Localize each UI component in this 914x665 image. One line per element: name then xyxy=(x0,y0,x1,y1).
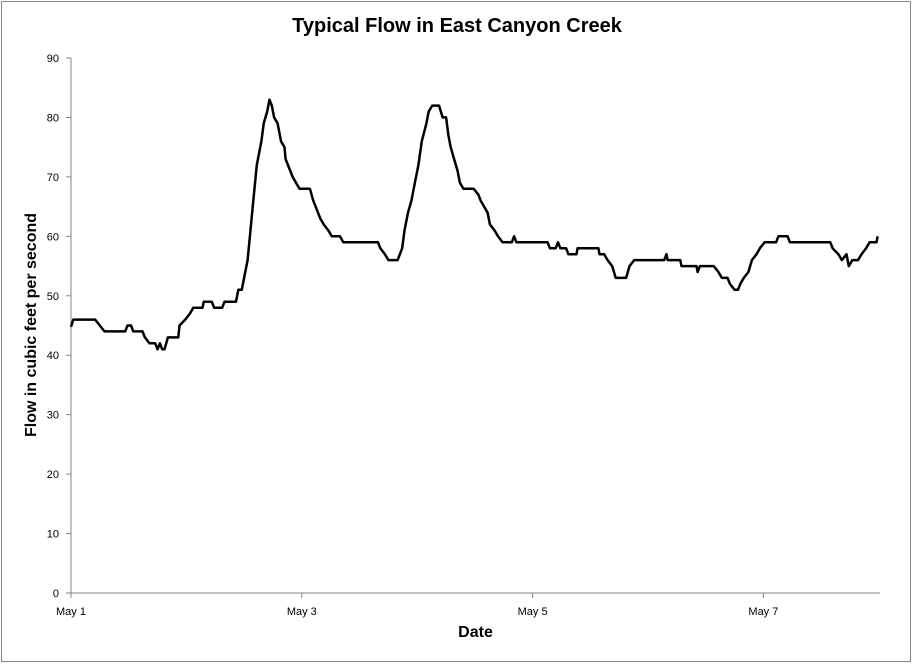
y-tick-label: 90 xyxy=(47,53,59,65)
x-axis-label: Date xyxy=(458,624,493,641)
y-tick-label: 10 xyxy=(47,529,59,541)
x-tick-label: May 5 xyxy=(518,606,548,618)
y-tick-label: 80 xyxy=(47,112,59,124)
y-tick-label: 0 xyxy=(53,588,59,600)
flow-series-line xyxy=(69,98,879,351)
y-tick-label: 20 xyxy=(47,469,59,481)
x-tick-label: May 3 xyxy=(287,606,317,618)
y-tick-label: 50 xyxy=(47,291,59,303)
y-tick-label: 40 xyxy=(47,350,59,362)
x-tick-label: May 1 xyxy=(56,606,86,618)
y-tick-label: 60 xyxy=(47,231,59,243)
y-tick-label: 30 xyxy=(47,410,59,422)
y-tick-label: 70 xyxy=(47,172,59,184)
x-tick-label: May 7 xyxy=(748,606,778,618)
chart-title: Typical Flow in East Canyon Creek xyxy=(292,15,622,37)
